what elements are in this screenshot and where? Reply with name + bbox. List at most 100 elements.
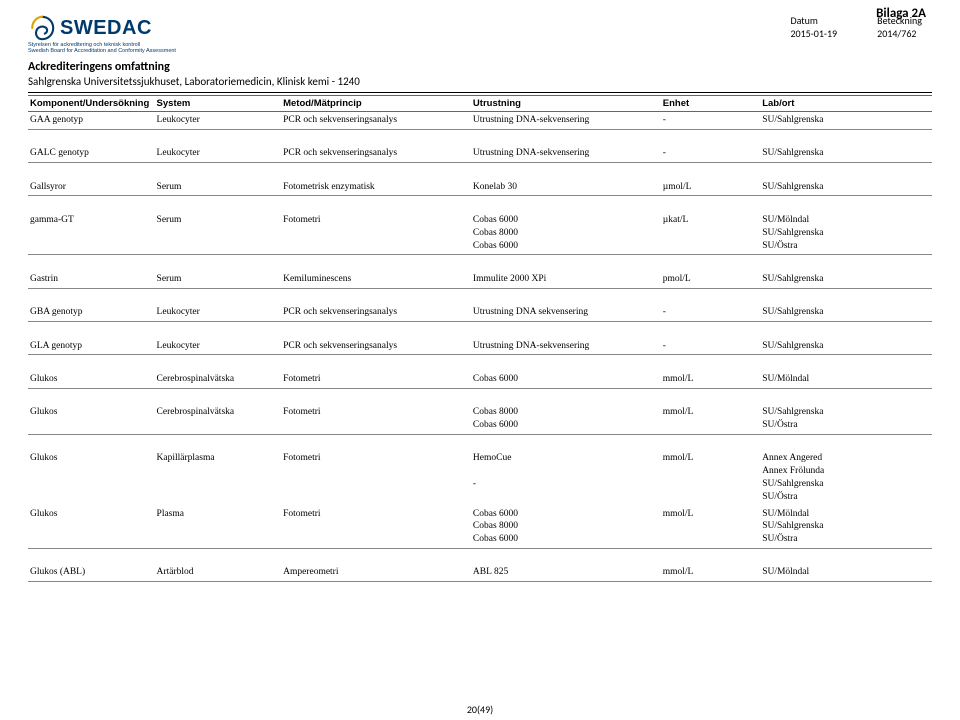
table-row: GBA genotypLeukocyterPCR och sekvenserin… [28,304,932,321]
cell: GLA genotyp [28,338,155,355]
table-row: GlukosKapillärplasmaFotometriHemoCue-mmo… [28,450,932,505]
cell: GBA genotyp [28,304,155,321]
cell: Glukos (ABL) [28,564,155,581]
cell: Konelab 30 [471,179,661,196]
cell: - [661,112,760,130]
cell: - [661,304,760,321]
subtitle: Sahlgrenska Universitetssjukhuset, Labor… [28,75,932,93]
page-footer: 20(49) [0,703,960,716]
spacer-row [28,255,932,271]
cell: Cobas 6000Cobas 8000Cobas 6000 [471,212,661,255]
cell: Utrustning DNA sekvensering [471,304,661,321]
cell: µmol/L [661,179,760,196]
cell: SU/SahlgrenskaSU/Östra [760,404,932,434]
spacer-row [28,434,932,450]
cell: Kemiluminescens [281,271,471,288]
cell: Cobas 8000Cobas 6000 [471,404,661,434]
cell: SU/Sahlgrenska [760,304,932,321]
cell: Immulite 2000 XPi [471,271,661,288]
table-row: GlukosCerebrospinalvätskaFotometriCobas … [28,371,932,388]
spacer-row [28,322,932,338]
cell: SU/Mölndal [760,564,932,581]
cell: mmol/L [661,404,760,434]
cell: Utrustning DNA-sekvensering [471,338,661,355]
spacer-row [28,288,932,304]
cell: Cobas 6000Cobas 8000Cobas 6000 [471,506,661,549]
cell: PCR och sekvenseringsanalys [281,304,471,321]
cell: Fotometri [281,371,471,388]
cell: Fotometri [281,506,471,549]
cell: Annex AngeredAnnex FrölundaSU/Sahlgrensk… [760,450,932,505]
spacer-row [28,388,932,404]
bilaga-label: Bilaga 2A [876,6,926,21]
cell: Ampereometri [281,564,471,581]
cell: Cerebrospinalvätska [155,371,282,388]
header-row: SWEDAC Styrelsen för ackreditering och t… [28,14,932,54]
cell: Fotometri [281,212,471,255]
cell: ABL 825 [471,564,661,581]
cell: Leukocyter [155,304,282,321]
header-row: Komponent/Undersökning System Metod/Mätp… [28,96,932,112]
cell: SU/MölndalSU/SahlgrenskaSU/Östra [760,212,932,255]
cell: Gallsyror [28,179,155,196]
cell: Plasma [155,506,282,549]
cell: PCR och sekvenseringsanalys [281,145,471,162]
cell: Leukocyter [155,112,282,130]
cell: Cerebrospinalvätska [155,404,282,434]
table-row: GlukosPlasmaFotometriCobas 6000Cobas 800… [28,506,932,549]
cell: HemoCue- [471,450,661,505]
cell: SU/Sahlgrenska [760,338,932,355]
meta-datum-label: Datum [790,14,837,27]
cell: GALC genotyp [28,145,155,162]
logo-text: SWEDAC [60,17,152,40]
th-labort: Lab/ort [760,96,932,112]
cell: Utrustning DNA-sekvensering [471,112,661,130]
cell: Serum [155,271,282,288]
cell: gamma-GT [28,212,155,255]
cell: Serum [155,179,282,196]
table-row: GLA genotypLeukocyterPCR och sekvenserin… [28,338,932,355]
cell: GAA genotyp [28,112,155,130]
logo-block: SWEDAC Styrelsen för ackreditering och t… [28,14,176,54]
table-row: GALC genotypLeukocyterPCR och sekvenseri… [28,145,932,162]
cell: mmol/L [661,450,760,505]
cell: µkat/L [661,212,760,255]
table-row: GallsyrorSerumFotometrisk enzymatiskKone… [28,179,932,196]
cell: mmol/L [661,371,760,388]
cell: Glukos [28,404,155,434]
th-metod: Metod/Mätprincip [281,96,471,112]
cell: Cobas 6000 [471,371,661,388]
cell: mmol/L [661,506,760,549]
cell: Serum [155,212,282,255]
cell: - [661,145,760,162]
data-table: Komponent/Undersökning System Metod/Mätp… [28,95,932,582]
cell: PCR och sekvenseringsanalys [281,112,471,130]
meta-betk-val: 2014/762 [877,27,922,40]
cell: - [661,338,760,355]
cell: mmol/L [661,564,760,581]
spacer-row [28,548,932,564]
cell: Leukocyter [155,338,282,355]
table-row: Glukos (ABL)ArtärblodAmpereometriABL 825… [28,564,932,581]
cell: Kapillärplasma [155,450,282,505]
cell: Gastrin [28,271,155,288]
cell: SU/Sahlgrenska [760,179,932,196]
swedac-swirl-icon [28,14,56,42]
meta-datum-val: 2015-01-19 [790,27,837,40]
th-utrustning: Utrustning [471,96,661,112]
th-komponent: Komponent/Undersökning [28,96,155,112]
table-row: gamma-GTSerumFotometriCobas 6000Cobas 80… [28,212,932,255]
cell: SU/Sahlgrenska [760,271,932,288]
logo-top: SWEDAC [28,14,176,42]
cell: SU/MölndalSU/SahlgrenskaSU/Östra [760,506,932,549]
cell: Leukocyter [155,145,282,162]
cell: PCR och sekvenseringsanalys [281,338,471,355]
th-system: System [155,96,282,112]
accreditation-title: Ackrediteringens omfattning [28,60,932,74]
spacer-row [28,129,932,145]
table-body: GAA genotypLeukocyterPCR och sekvenserin… [28,112,932,582]
spacer-row [28,355,932,371]
cell: Fotometri [281,450,471,505]
cell: SU/Mölndal [760,371,932,388]
spacer-row [28,196,932,212]
